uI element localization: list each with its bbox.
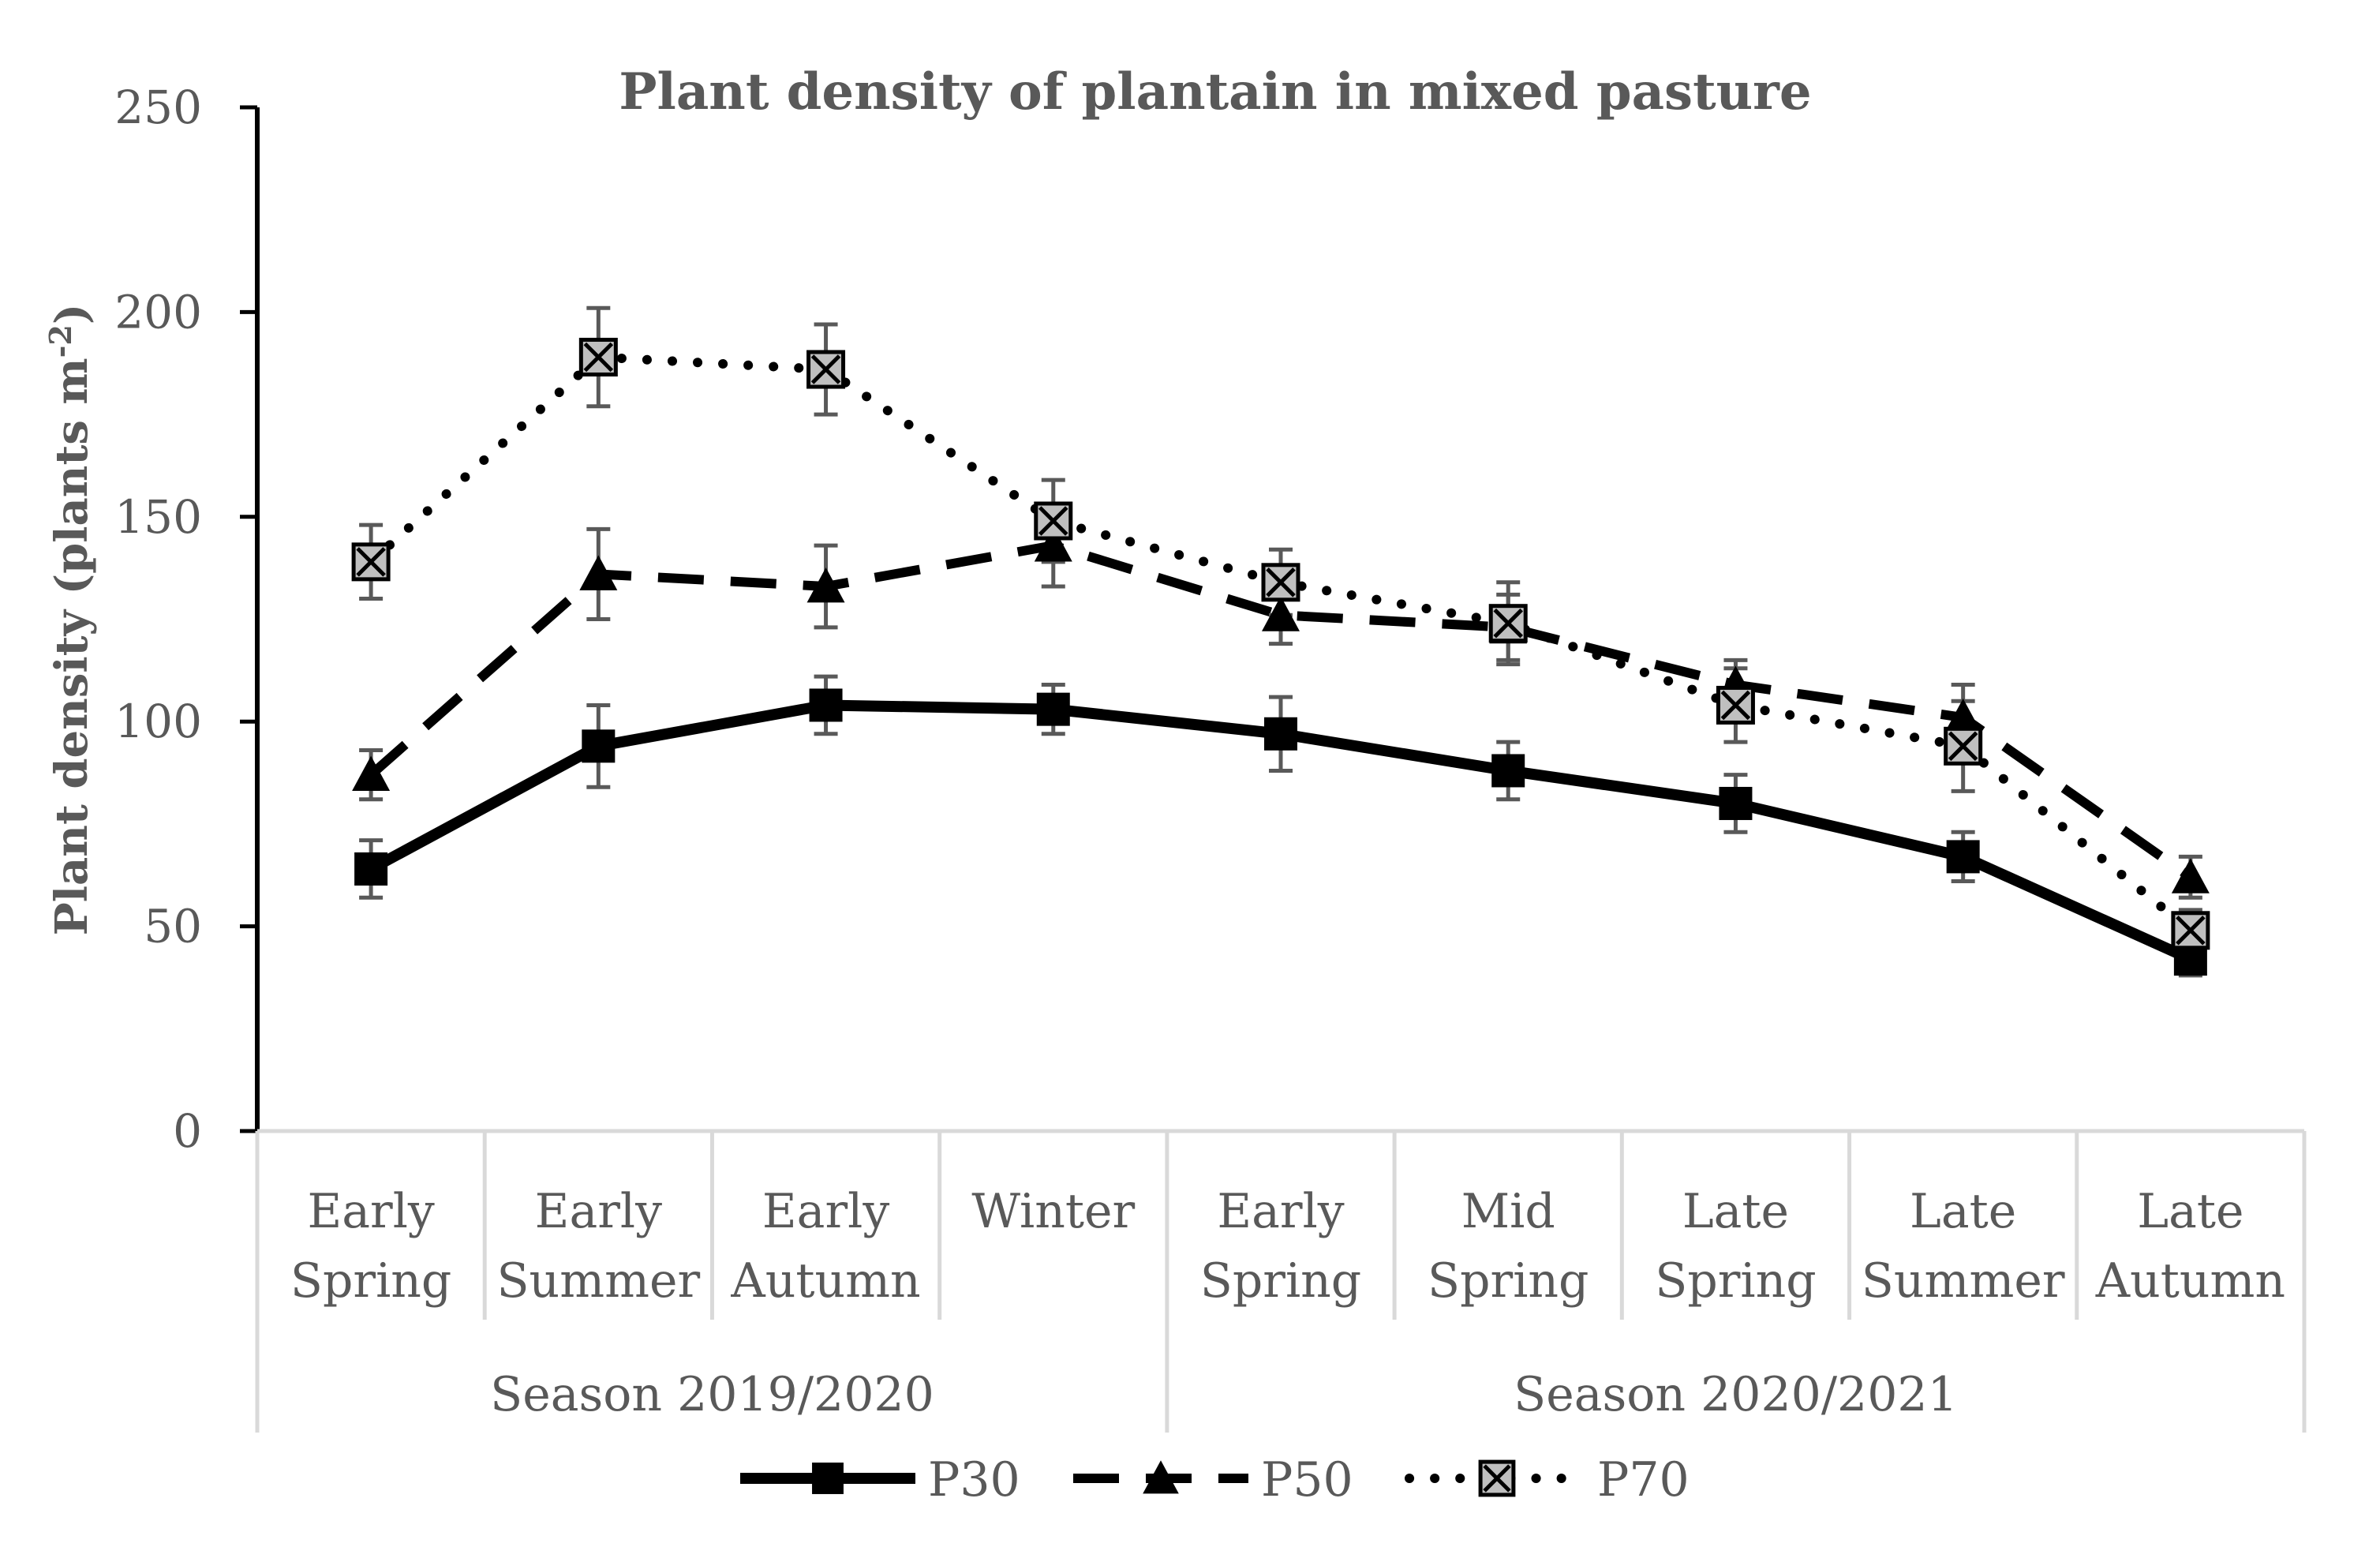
p30-marker [1719, 786, 1753, 820]
p70-marker [1716, 685, 1755, 725]
p50-marker [579, 555, 618, 590]
chart-title: Plant density of plantain in mixed pastu… [619, 62, 1811, 122]
x-tick-label: Autumn [2095, 1253, 2285, 1309]
p70-marker [351, 542, 391, 582]
x-tick-label: Late [1682, 1184, 1789, 1239]
y-tick-label: 0 [173, 1104, 202, 1158]
p70-marker [2171, 911, 2210, 950]
p30-marker [809, 688, 843, 722]
p70-marker [1944, 726, 1983, 766]
p70-marker-cross-b [1483, 1464, 1511, 1493]
x-tick-label: Spring [1655, 1253, 1816, 1309]
x-tick-label: Early [762, 1184, 889, 1239]
x-tick-label: Spring [1200, 1253, 1361, 1309]
legend-label-p70: P70 [1597, 1452, 1690, 1508]
axes: 0 50 100 150 200 250 Plant density (plants m-2… [43, 81, 2307, 1433]
x-tick-label: Early [1217, 1184, 1344, 1239]
x-tick-label: Spring [1428, 1253, 1589, 1309]
y-tick-label: 50 [144, 900, 202, 953]
series-line-p50 [368, 541, 2194, 882]
x-group-label: Season 2020/2021 [1514, 1367, 1958, 1422]
x-tick-label: Winter [971, 1184, 1135, 1239]
p70-marker-cross-b [1038, 506, 1068, 536]
y-axis-label-close: ) [46, 304, 98, 325]
legend-label-p30: P30 [928, 1452, 1020, 1508]
p70-marker-cross-b [1266, 567, 1296, 597]
x-group-label: Season 2019/2020 [490, 1367, 934, 1422]
legend-item-p30: P30 [740, 1452, 1020, 1508]
x-tick-label: Late [2137, 1184, 2243, 1239]
x-tick-label: Early [535, 1184, 662, 1239]
p50-marker [2171, 858, 2210, 893]
p50-marker [806, 567, 845, 603]
p70-marker-cross-b [1720, 690, 1751, 721]
p30-marker [354, 852, 388, 886]
y-axis-label-superscript: -2 [43, 324, 78, 358]
p70-marker [1488, 604, 1528, 643]
p50-marker [352, 755, 391, 792]
p70-marker-cross-b [583, 342, 614, 373]
y-tick-label: 150 [114, 490, 202, 544]
y-tick-label: 250 [114, 81, 202, 134]
p50-marker [1143, 1460, 1179, 1494]
p70-marker [1034, 501, 1073, 541]
p30-marker [812, 1463, 844, 1494]
y-tick-label: 200 [114, 285, 202, 339]
p30-marker [582, 729, 616, 763]
p50-marker [1262, 596, 1300, 631]
y-axis-label: Plant density (plants m-2) [43, 304, 98, 936]
series-layer [351, 305, 2210, 978]
x-tick-label: Early [307, 1184, 434, 1239]
x-tick-label: Autumn [730, 1253, 920, 1309]
p70-marker [806, 350, 846, 389]
y-tick-label: 100 [114, 695, 202, 748]
p70-marker [1478, 1459, 1516, 1497]
p30-marker [1946, 840, 1980, 874]
x-tick-label: Spring [290, 1253, 451, 1309]
p70-marker-cross-b [810, 354, 841, 384]
p70-marker-cross-b [1948, 731, 1978, 762]
x-tick-label: Summer [496, 1253, 700, 1309]
legend: P30 P50 P70 [740, 1452, 1690, 1508]
legend-item-p50: P50 [1073, 1452, 1353, 1508]
y-axis-label-main: Plant density (plants m [46, 358, 98, 935]
p70-marker-cross-b [356, 547, 386, 577]
x-tick-label: Summer [1862, 1253, 2065, 1309]
p70-marker-cross-b [2176, 916, 2206, 946]
x-tick-label: Mid [1461, 1184, 1555, 1239]
p70-marker [1261, 563, 1300, 602]
legend-item-p70: P70 [1405, 1452, 1690, 1508]
x-tick-label: Late [1910, 1184, 2016, 1239]
p70-marker [578, 337, 618, 376]
p50-marker [1944, 699, 1982, 734]
p30-marker [1264, 717, 1297, 751]
p50-marker [1034, 526, 1072, 562]
p30-marker [1036, 692, 1070, 726]
p30-marker [1491, 754, 1525, 788]
legend-label-p50: P50 [1261, 1452, 1353, 1508]
p70-marker-cross-b [1493, 608, 1523, 639]
